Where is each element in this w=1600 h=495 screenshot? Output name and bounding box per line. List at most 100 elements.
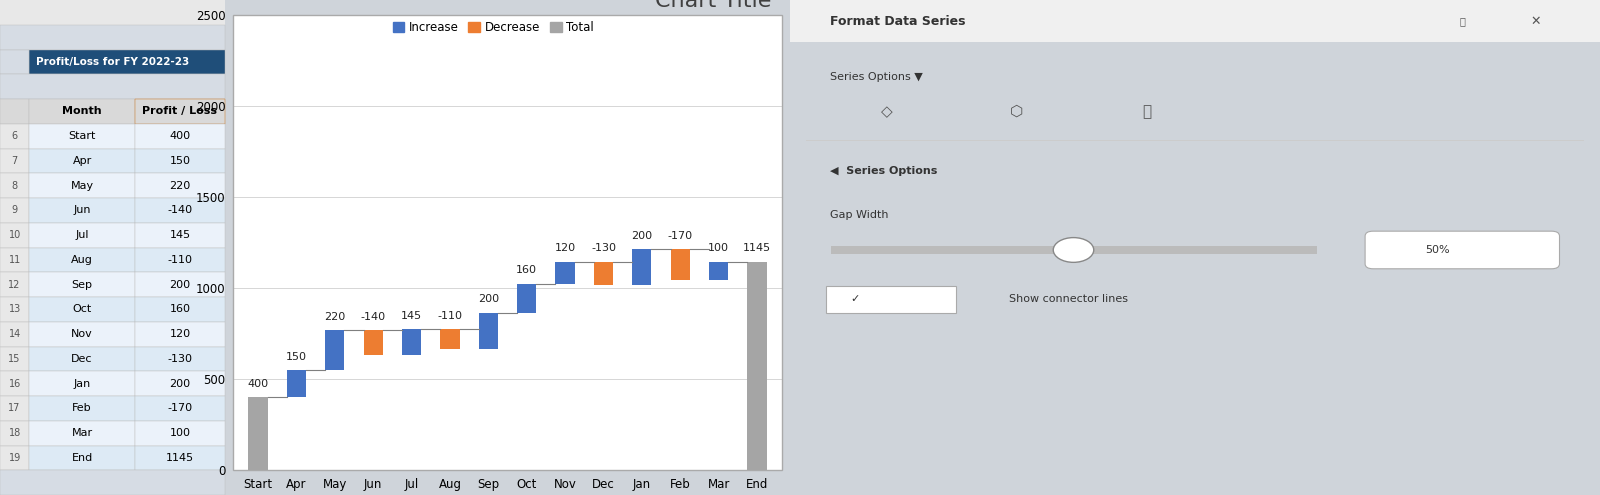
Text: 15: 15 [8,354,21,364]
Bar [134,99,226,124]
Bar [0,148,29,173]
Bar [134,173,226,198]
Text: Start: Start [69,131,96,141]
Text: 1145: 1145 [166,453,194,463]
Bar [29,297,134,322]
Bar [134,346,226,371]
Text: 100: 100 [709,244,730,253]
Bar [0,421,29,446]
Text: ⬡: ⬡ [1010,104,1024,119]
Bar [29,346,134,371]
Text: 120: 120 [555,244,576,253]
Bar [29,322,134,346]
Bar [29,272,134,297]
Bar [0,124,29,148]
Bar [29,223,134,248]
Text: 200: 200 [632,231,653,241]
Text: 220: 220 [325,312,346,322]
Text: 13: 13 [8,304,21,314]
Text: 17: 17 [8,403,21,413]
Bar [555,262,574,284]
Bar [0,223,29,248]
Bar [0,371,29,396]
Text: Aug: Aug [70,255,93,265]
Text: 120: 120 [170,329,190,339]
Bar [29,223,134,248]
Bar [286,370,306,397]
Bar [0,74,226,99]
Text: Jul: Jul [75,230,90,240]
Text: -110: -110 [437,311,462,321]
Bar [0,396,29,421]
Bar [830,246,1317,254]
Bar [0,446,29,470]
Bar [0,470,226,495]
Bar [0,50,29,74]
Text: 160: 160 [517,265,538,275]
Text: 150: 150 [286,352,307,362]
Text: 200: 200 [170,280,190,290]
Legend: Increase, Decrease, Total: Increase, Decrease, Total [392,21,594,34]
Text: 10: 10 [8,230,21,240]
Bar [29,371,134,396]
Text: Feb: Feb [72,403,91,413]
Bar [0,99,29,124]
Text: Show connector lines: Show connector lines [1008,295,1128,304]
Text: Nov: Nov [72,329,93,339]
Bar [0,50,29,74]
Text: Mar: Mar [72,428,93,438]
Bar [134,198,226,223]
Text: 200: 200 [170,379,190,389]
Bar [0,248,29,272]
Bar [29,371,134,396]
FancyBboxPatch shape [1365,231,1560,269]
Bar [0,148,29,173]
Bar [134,124,226,148]
Text: Chart Title: Chart Title [654,0,771,10]
Text: 8: 8 [11,181,18,191]
Bar [790,0,1600,42]
Bar [0,198,29,223]
Bar [134,446,226,470]
Bar [0,297,29,322]
Text: Dec: Dec [72,354,93,364]
Bar [0,446,29,470]
Text: 145: 145 [402,311,422,321]
Text: Profit/Loss for FY 2022-23: Profit/Loss for FY 2022-23 [35,57,189,67]
Text: 50%: 50% [1426,245,1450,255]
Bar [134,248,226,272]
Bar [29,148,134,173]
Text: Series Options ▼: Series Options ▼ [830,72,923,82]
Bar [134,371,226,396]
Bar [134,446,226,470]
Bar [594,262,613,285]
Text: Profit / Loss: Profit / Loss [142,106,218,116]
Bar [134,148,226,173]
Text: 400: 400 [170,131,190,141]
Bar [709,262,728,280]
Text: 100: 100 [170,428,190,438]
Bar [0,173,29,198]
Bar [0,371,29,396]
Bar [0,346,29,371]
Bar [517,284,536,313]
Bar [0,248,29,272]
FancyBboxPatch shape [827,286,957,313]
Circle shape [1053,238,1094,262]
Bar [29,173,134,198]
Bar [134,248,226,272]
Bar [29,446,134,470]
Text: ◇: ◇ [882,104,893,119]
Text: Jun: Jun [74,205,91,215]
Bar [134,223,226,248]
Bar [134,272,226,297]
Text: -130: -130 [168,354,192,364]
Bar [134,421,226,446]
Bar [0,223,29,248]
Bar [29,198,134,223]
Text: 11: 11 [8,255,21,265]
Text: 145: 145 [170,230,190,240]
Bar [478,313,498,349]
Bar [747,262,766,470]
Bar [670,249,690,280]
